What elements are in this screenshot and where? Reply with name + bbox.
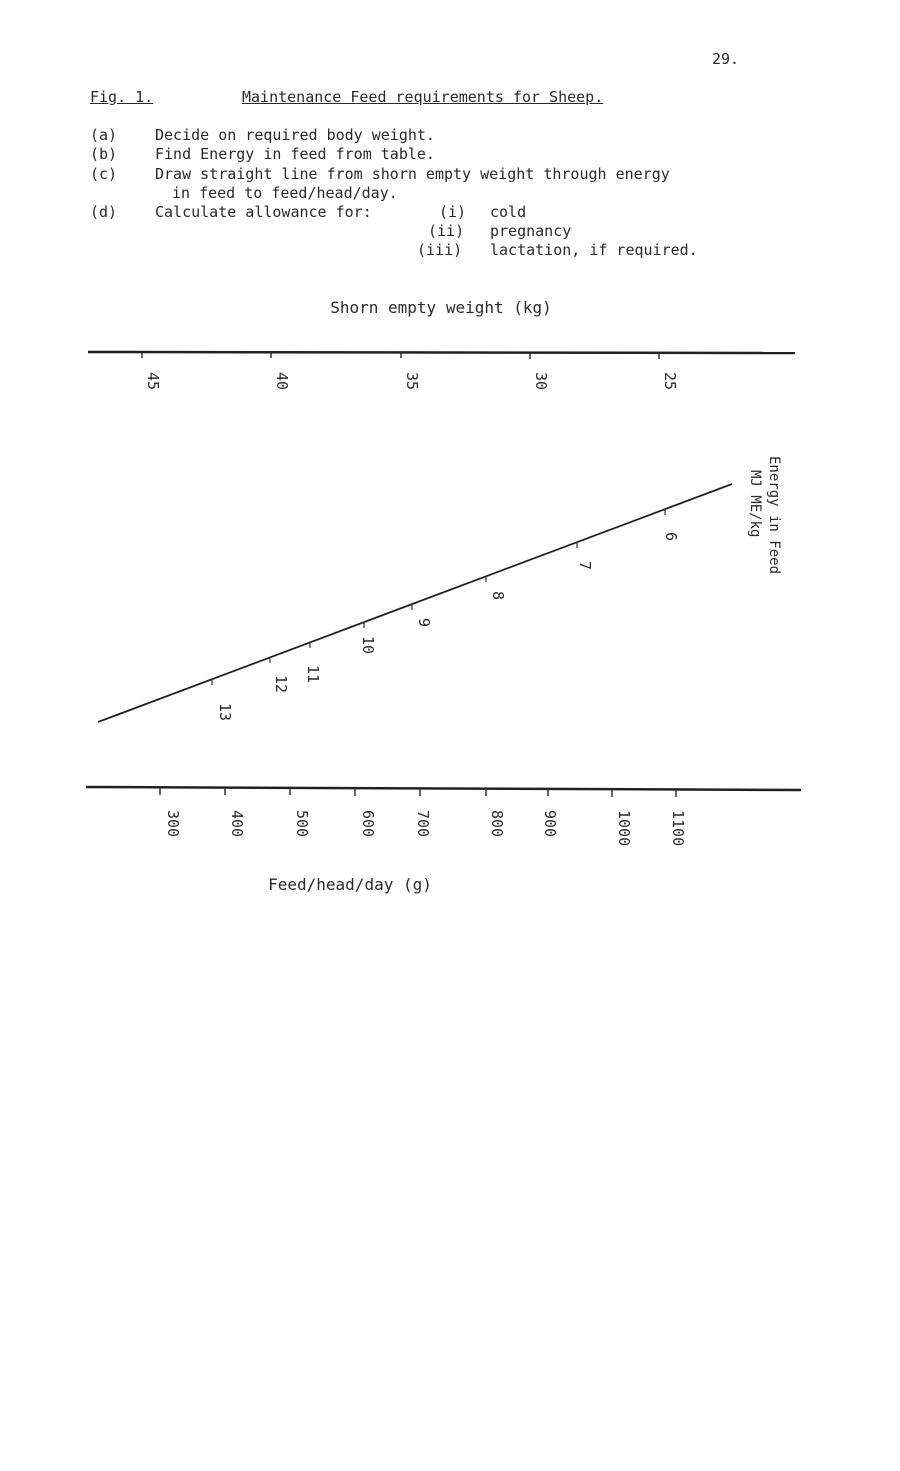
- energy-scale-ticks: 6 7 8 9 10 11 12 13: [211, 509, 680, 721]
- top-tick-label-35: 35: [403, 372, 421, 390]
- bottom-tick-label-600: 600: [359, 810, 377, 837]
- bottom-tick-label-300: 300: [164, 810, 182, 837]
- allowance-i-text: cold: [490, 203, 527, 221]
- bottom-tick-label-700: 700: [414, 810, 432, 837]
- step-c-key: (c): [90, 165, 118, 183]
- bottom-tick-label-900: 900: [541, 810, 559, 837]
- bottom-tick-label-800: 800: [488, 810, 506, 837]
- bottom-tick-label-1100: 1100: [669, 810, 687, 846]
- energy-tick-label-9: 9: [415, 618, 433, 627]
- allowance-iii-text: lactation, if required.: [490, 241, 698, 259]
- allowance-iii-key: (iii): [417, 241, 463, 259]
- energy-tick-label-10: 10: [359, 636, 377, 654]
- energy-scale-line: [97, 483, 733, 723]
- step-a-key: (a): [90, 126, 118, 144]
- top-scale-ticks: 45 40 35 30 25: [141, 352, 679, 390]
- energy-tick-label-11: 11: [304, 665, 322, 683]
- energy-tick-label-13: 13: [216, 703, 234, 721]
- bottom-tick-label-500: 500: [293, 810, 311, 837]
- step-d-key: (d): [90, 203, 118, 221]
- step-b-text: Find Energy in feed from table.: [155, 145, 435, 163]
- bottom-scale-label: Feed/head/day (g): [268, 875, 432, 894]
- top-tick-label-40: 40: [273, 372, 291, 390]
- energy-tick-label-6: 6: [662, 532, 680, 541]
- allowance-i-key: (i): [439, 203, 467, 221]
- bottom-scale-ticks: 300 400 500 600 700 800 900 1000 1100: [159, 788, 687, 846]
- step-d-text: Calculate allowance for:: [155, 203, 372, 221]
- bottom-scale-line: [85, 785, 802, 792]
- figure-title: Maintenance Feed requirements for Sheep.: [242, 88, 604, 106]
- step-b-key: (b): [90, 145, 118, 163]
- top-scale-label: Shorn empty weight (kg): [330, 298, 552, 317]
- energy-tick-label-12: 12: [272, 675, 290, 693]
- top-tick-label-45: 45: [144, 372, 162, 390]
- top-scale-line: [87, 350, 796, 355]
- top-tick-label-25: 25: [661, 372, 679, 390]
- step-c-continuation: in feed to feed/head/day.: [172, 184, 398, 202]
- step-a-text: Decide on required body weight.: [155, 126, 435, 144]
- allowance-ii-text: pregnancy: [490, 222, 572, 240]
- energy-scale-label-line1: Energy in Feed: [766, 456, 782, 574]
- energy-tick-label-7: 7: [576, 561, 594, 570]
- top-tick-label-30: 30: [532, 372, 550, 390]
- energy-tick-label-8: 8: [489, 591, 507, 600]
- step-c-text: Draw straight line from shorn empty weig…: [155, 165, 670, 183]
- allowance-ii-key: (ii): [428, 222, 465, 240]
- bottom-tick-label-400: 400: [228, 810, 246, 837]
- page-number: 29.: [712, 50, 740, 68]
- bottom-tick-label-1000: 1000: [615, 810, 633, 846]
- energy-scale-label-line2: MJ ME/kg: [747, 470, 763, 537]
- figure-label: Fig. 1.: [90, 88, 154, 106]
